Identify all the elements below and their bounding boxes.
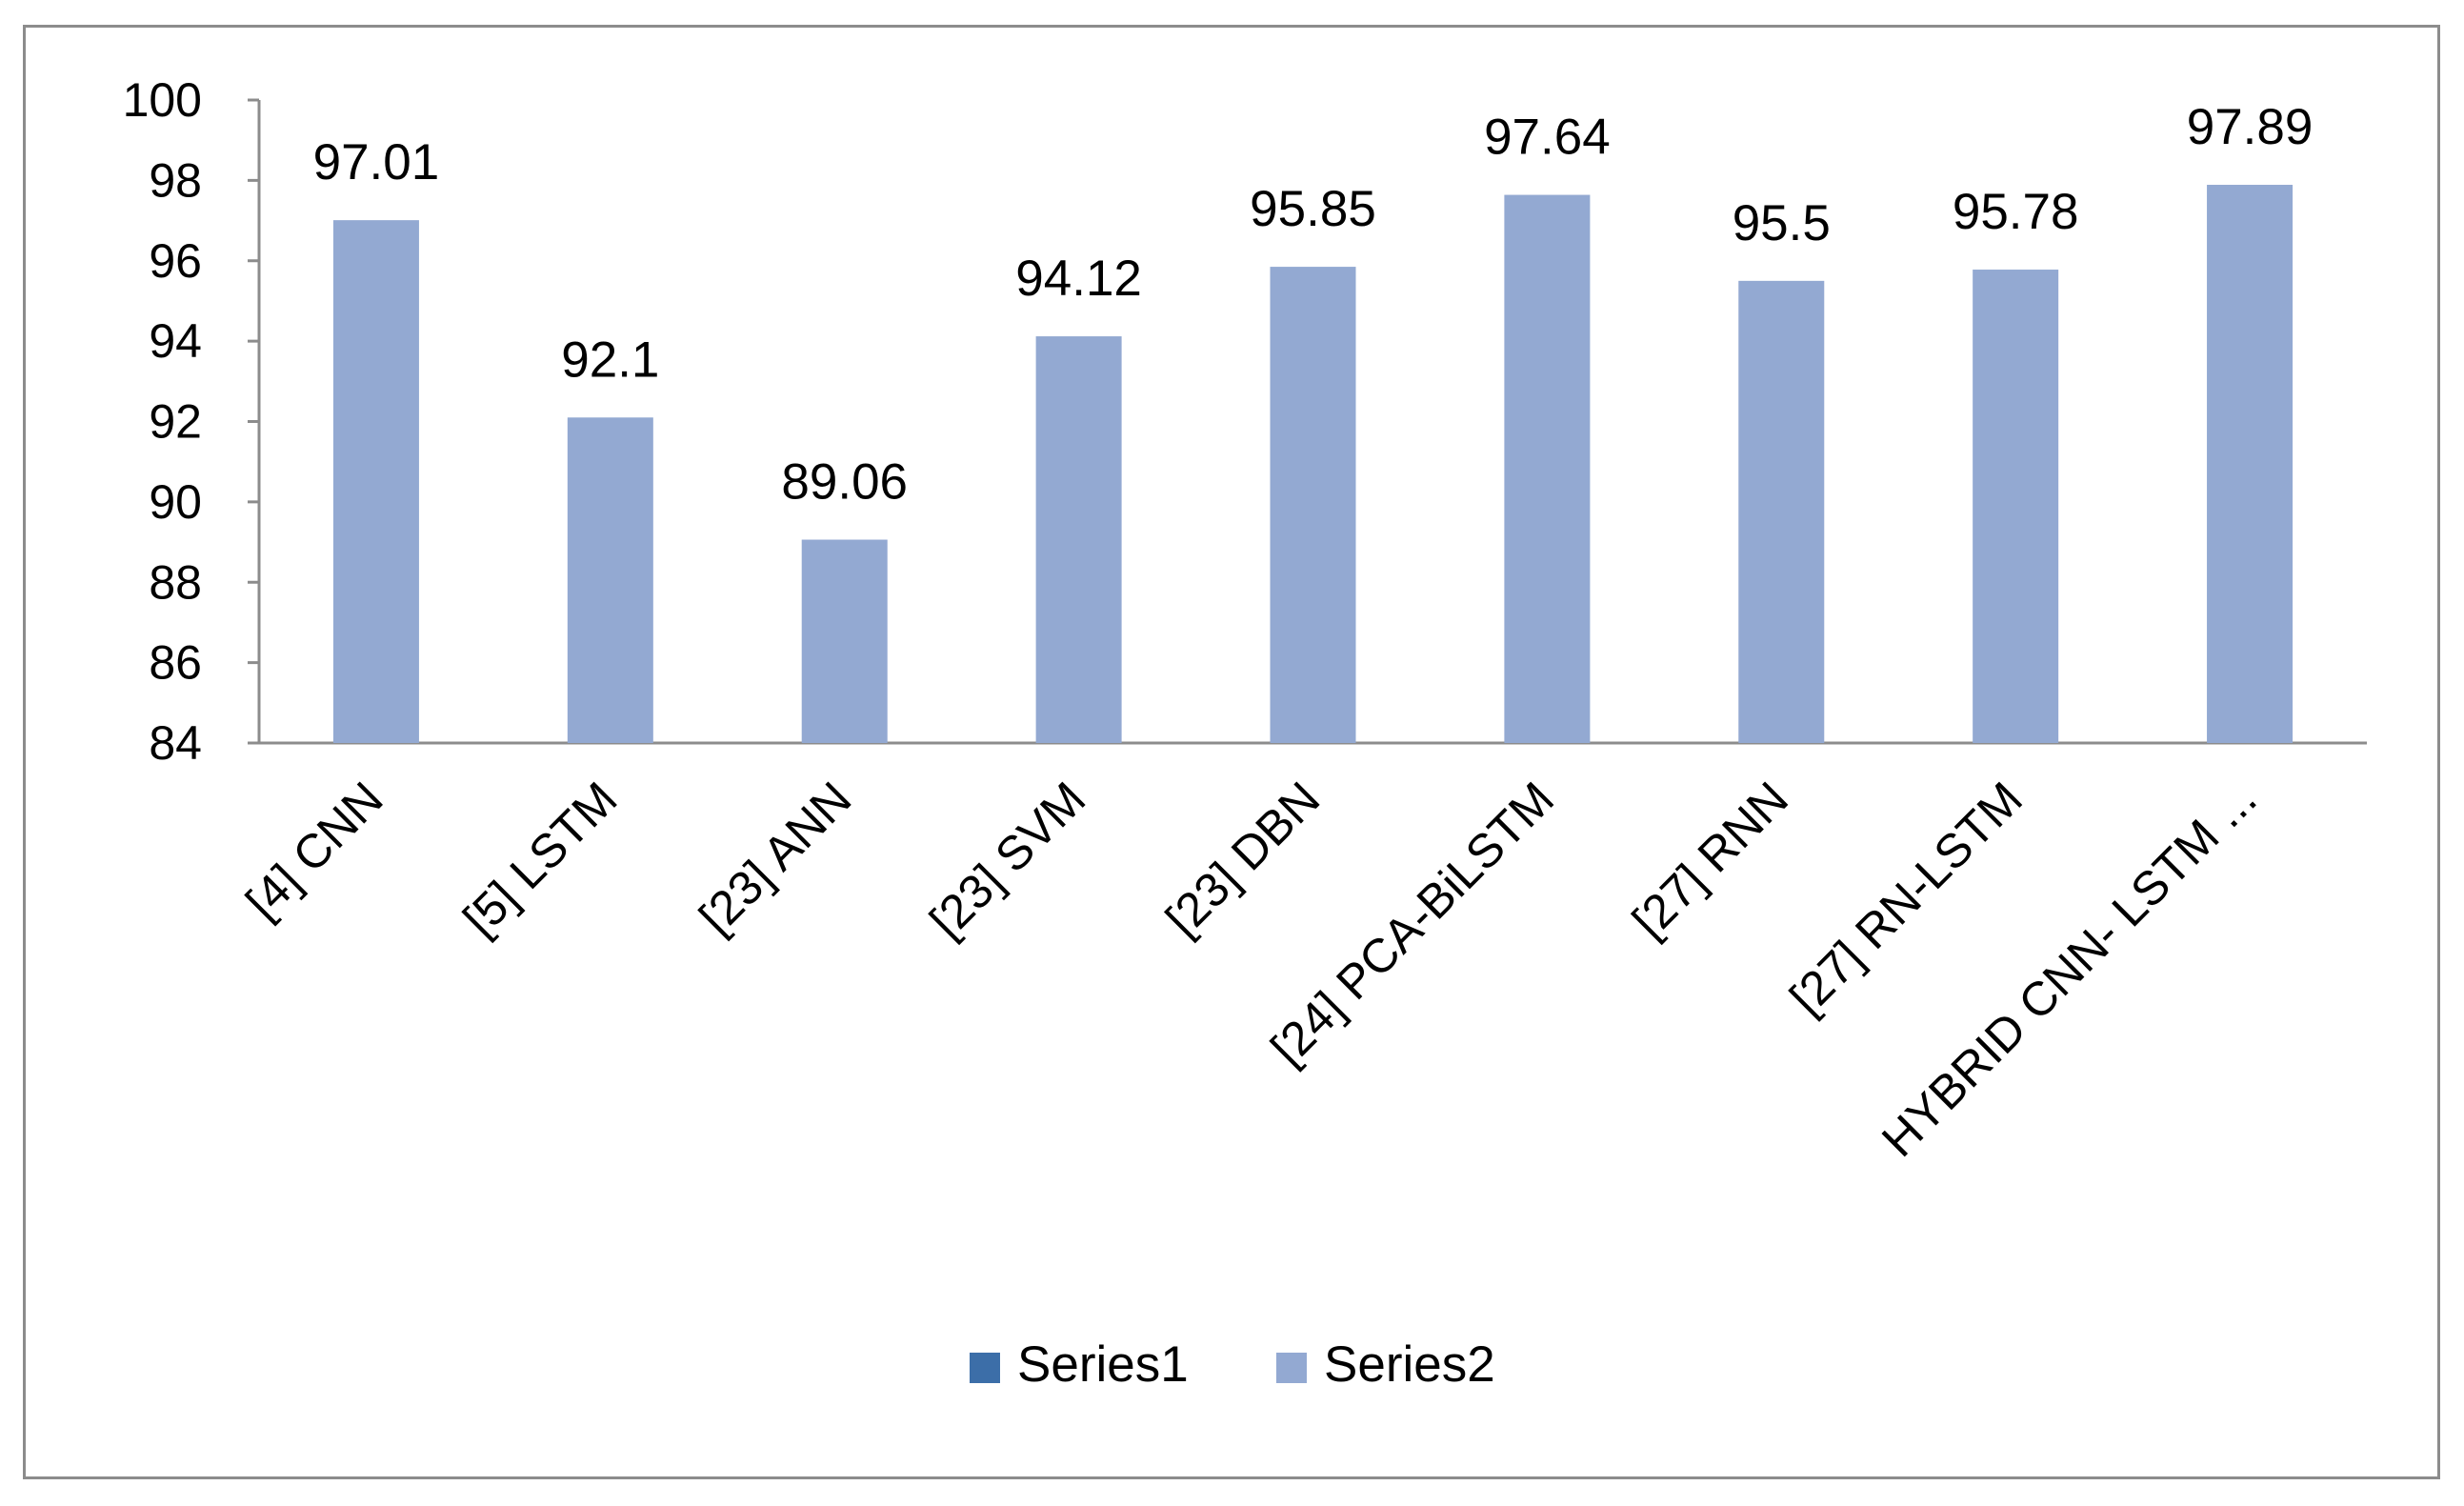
category-label: HYBRID CNN- LSTM ... [1872, 772, 2267, 1167]
category-label: [5] LSTM [453, 772, 628, 946]
y-tick-label: 100 [123, 73, 202, 127]
bar [801, 539, 888, 743]
legend-label-series1: Series1 [1017, 1336, 1189, 1393]
legend: Series1 Series2 [970, 1336, 1495, 1393]
data-label: 94.12 [1015, 251, 1142, 307]
bar [567, 417, 653, 743]
category-label: [4] CNN [235, 772, 392, 929]
data-labels: 97.01 92.1 89.06 94.12 95.85 97.64 95.5 95.78 97… [313, 99, 2314, 511]
data-label: 95.78 [1953, 184, 2079, 240]
legend-label-series2: Series2 [1324, 1336, 1495, 1393]
bar [332, 220, 419, 743]
y-tick-label: 94 [149, 314, 202, 368]
bars [332, 185, 2294, 743]
category-label: [23] SVM [919, 772, 1095, 948]
legend-swatch-series1 [970, 1353, 1000, 1383]
bar [1270, 267, 1356, 743]
bar [1738, 280, 1825, 743]
category-label: [23] DBN [1155, 772, 1330, 946]
y-tick-label: 92 [149, 395, 202, 449]
legend-swatch-series2 [1276, 1353, 1307, 1383]
y-tick-label: 98 [149, 153, 202, 207]
bar [2207, 185, 2294, 743]
data-label: 97.64 [1484, 110, 1611, 166]
data-label: 92.1 [561, 331, 659, 388]
y-tick-label: 90 [149, 475, 202, 529]
category-label: [27] RN-LSTM [1779, 772, 2033, 1025]
chart-frame [23, 25, 2440, 1479]
y-tick-label: 84 [149, 716, 202, 770]
data-label: 95.85 [1250, 181, 1376, 237]
category-label: [23] ANN [689, 772, 861, 944]
bar [1973, 270, 2059, 743]
category-labels: [4] CNN [5] LSTM [23] ANN [23] SVM [23] DBN [… [235, 772, 2266, 1167]
y-axis: 84 86 88 90 92 94 96 98 100 [123, 73, 261, 770]
bar [1035, 336, 1122, 743]
data-label: 97.01 [313, 134, 440, 191]
category-label: [27] RNN [1622, 772, 1798, 948]
y-tick-label: 96 [149, 234, 202, 288]
y-tick-label: 86 [149, 636, 202, 690]
data-label: 97.89 [2187, 99, 2314, 155]
data-label: 89.06 [781, 454, 908, 511]
bar [1504, 194, 1591, 743]
data-label: 95.5 [1733, 195, 1831, 251]
y-tick-label: 88 [149, 555, 202, 609]
